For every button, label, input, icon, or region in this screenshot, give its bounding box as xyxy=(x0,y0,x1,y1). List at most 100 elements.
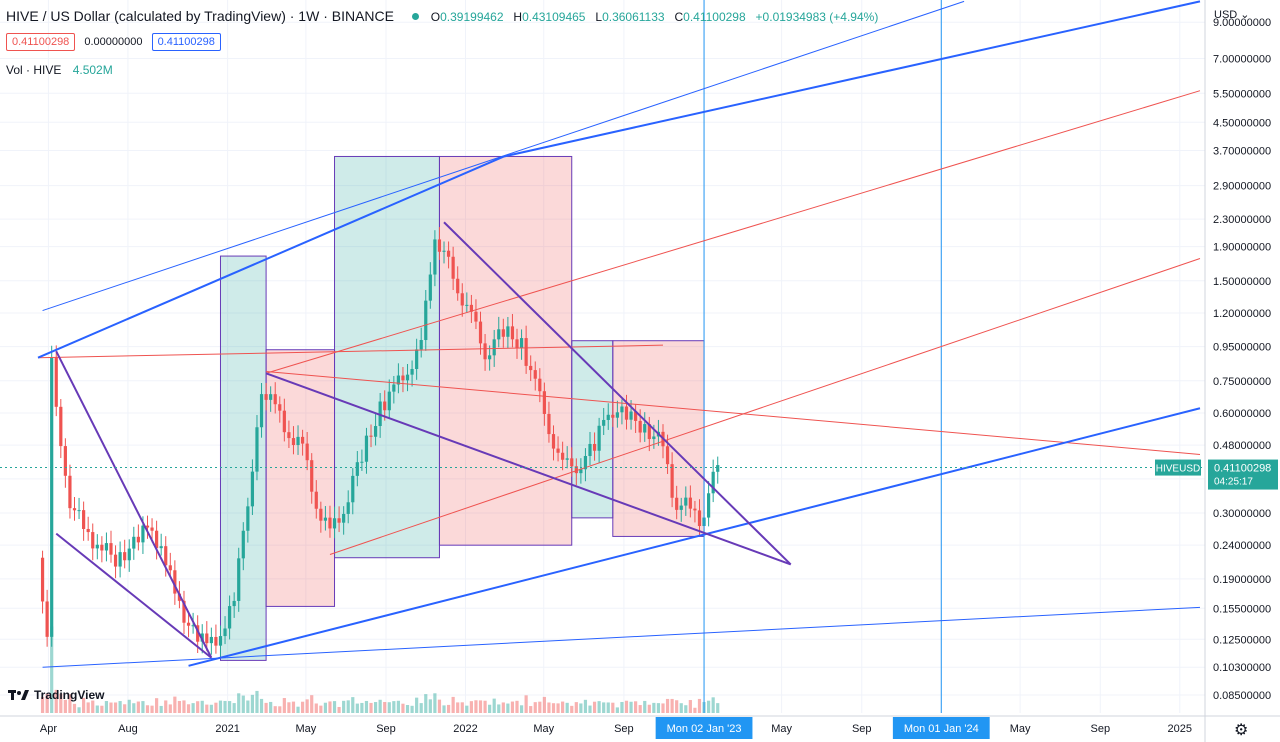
close-value: 0.41100298 xyxy=(683,10,746,24)
volume-bar xyxy=(401,703,405,713)
volume-bar xyxy=(497,704,501,713)
buy-button[interactable]: 0.41100298 xyxy=(151,33,221,51)
price-tick-label: 4.50000000 xyxy=(1213,117,1271,129)
volume-bar xyxy=(205,704,209,713)
volume-bar xyxy=(670,698,674,713)
candle-body xyxy=(620,406,624,413)
volume-bar xyxy=(665,698,670,713)
sell-button[interactable]: 0.41100298 xyxy=(6,33,76,51)
bar-countdown: 04:25:17 xyxy=(1214,477,1253,488)
price-tick-label: 0.24000000 xyxy=(1213,540,1271,552)
volume-bar xyxy=(410,705,414,713)
candle-body xyxy=(592,443,597,451)
price-tick-label: 9.00000000 xyxy=(1213,17,1271,29)
volume-bar xyxy=(684,705,688,713)
candle-body xyxy=(342,513,346,523)
candle-body xyxy=(40,557,45,602)
candle-body xyxy=(77,510,81,512)
candle-body xyxy=(570,458,574,467)
gear-icon[interactable]: ⚙ xyxy=(1234,722,1249,739)
candle-body xyxy=(565,458,569,460)
volume-bar xyxy=(415,697,419,713)
candle-body xyxy=(136,536,140,543)
candle-body xyxy=(250,471,255,507)
candle-body xyxy=(173,570,177,594)
candle-body xyxy=(109,543,113,555)
time-axis[interactable]: Apr Aug 2021 May Sep 2022 May Sep Mon 02 Jan '23… xyxy=(0,715,1280,739)
time-tick-highlight xyxy=(655,717,753,739)
price-axis[interactable]: 9.00000000 7.00000000 5.50000000 4.50000000… xyxy=(1155,0,1278,742)
volume-bar xyxy=(396,700,400,713)
tradingview-logo[interactable]: TradingView xyxy=(8,688,104,702)
trend-line xyxy=(42,606,1201,668)
candle-body xyxy=(419,340,423,350)
volume-bar xyxy=(533,702,537,713)
volume-bar xyxy=(159,705,163,713)
candle-body xyxy=(711,471,715,494)
candle-body xyxy=(310,460,314,492)
volume-bar xyxy=(72,703,77,713)
volume-bar xyxy=(319,705,323,713)
volume-bar xyxy=(228,701,232,713)
price-tick-label: 0.19000000 xyxy=(1213,574,1271,586)
volume-bar xyxy=(629,701,633,713)
time-tick-label: Mon 02 Jan '23 xyxy=(667,723,742,735)
candle-body xyxy=(86,528,90,533)
time-tick-label: 2021 xyxy=(215,723,239,735)
volume-bar xyxy=(474,700,478,713)
volume-bar xyxy=(250,694,255,713)
candle-body xyxy=(259,394,264,428)
currency-selector[interactable]: USD ⌄ xyxy=(1214,8,1250,21)
symbol-title[interactable]: HIVE / US Dollar (calculated by TradingV… xyxy=(6,8,394,24)
candle-body xyxy=(191,625,195,627)
change-value: +0.01934983 (+4.94%) xyxy=(755,10,879,24)
candle-body xyxy=(72,508,77,511)
volume-bar xyxy=(173,696,177,713)
candle-body xyxy=(428,274,432,301)
volume-bar xyxy=(615,707,619,713)
volume-bar xyxy=(378,699,382,713)
volume-bar xyxy=(145,705,150,713)
volume-legend[interactable]: Vol · HIVE 4.502M xyxy=(6,63,113,77)
high-value: 0.43109465 xyxy=(522,10,586,24)
candle-body xyxy=(561,452,565,460)
trend-drawings xyxy=(37,0,1201,713)
candle-body xyxy=(186,622,191,626)
tradingview-logo-icon xyxy=(8,690,29,700)
open-label: O xyxy=(430,10,441,24)
volume-bar xyxy=(360,702,364,713)
volume-bar xyxy=(59,693,63,713)
volume-bar xyxy=(679,703,683,713)
candle-body xyxy=(104,543,109,551)
volume-bar xyxy=(524,695,528,713)
trend-line xyxy=(265,90,1201,374)
volume-bar xyxy=(419,703,423,713)
volume-bar xyxy=(675,700,679,713)
candle-body xyxy=(588,443,592,457)
candle-body xyxy=(282,410,286,433)
volume-bar xyxy=(602,702,606,713)
volume-bar xyxy=(570,705,574,713)
candle-body xyxy=(707,493,711,518)
volume-bar xyxy=(82,697,86,713)
volume-bar xyxy=(40,696,45,713)
price-tick-label: 5.50000000 xyxy=(1213,88,1271,100)
volume-bar xyxy=(100,705,104,713)
volume-bar xyxy=(91,700,95,713)
volume-bar xyxy=(611,702,615,713)
candle-body xyxy=(460,293,464,306)
candle-body xyxy=(606,414,610,420)
volume-bar xyxy=(364,700,369,713)
volume-bar xyxy=(606,702,610,713)
candle-body xyxy=(246,506,250,531)
candle-body xyxy=(132,536,136,549)
candle-body xyxy=(91,532,95,549)
volume-bar xyxy=(63,699,67,713)
volume-bar xyxy=(273,706,277,713)
volume-bar xyxy=(519,705,524,713)
candle-body xyxy=(583,456,588,470)
volume-bar xyxy=(259,698,264,713)
candle-body xyxy=(273,394,277,405)
candle-body xyxy=(296,436,300,446)
